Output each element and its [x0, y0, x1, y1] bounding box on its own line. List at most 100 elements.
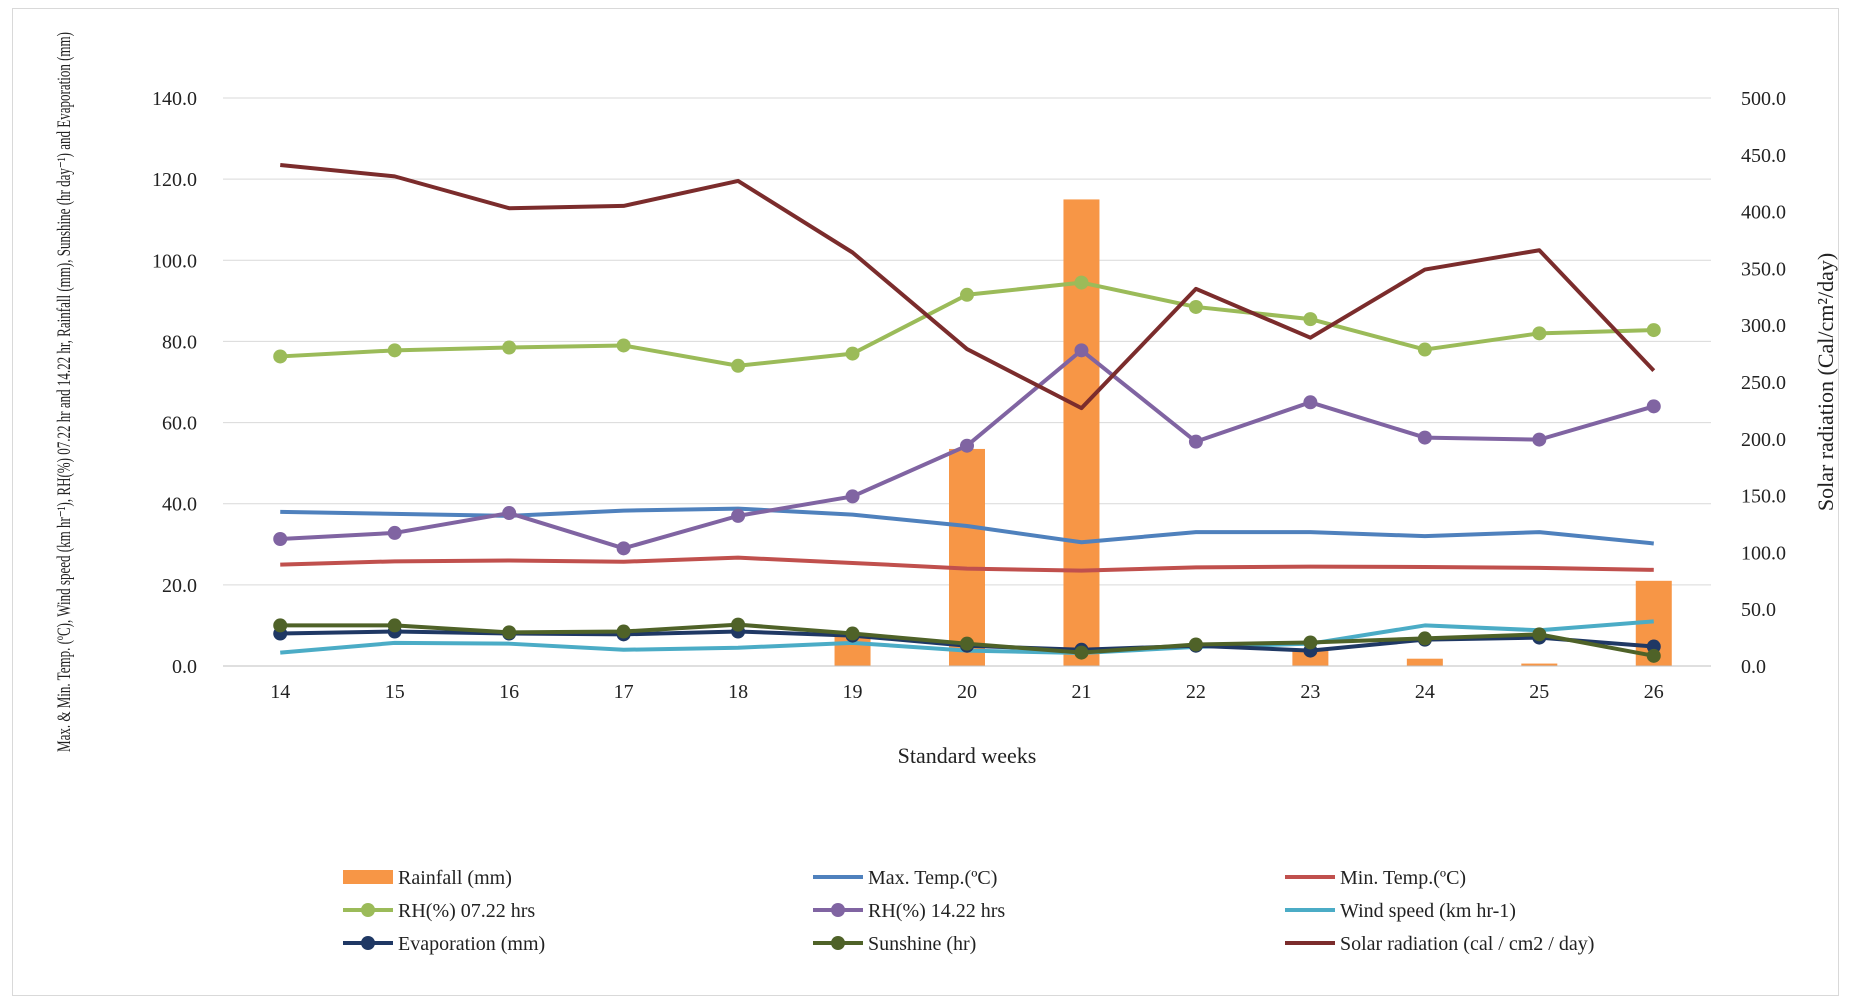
right-tick-label: 50.0: [1741, 599, 1776, 621]
rainfall-bar: [949, 448, 985, 666]
series-line: [280, 555, 1654, 573]
data-point: [1303, 312, 1318, 327]
x-tick-label: 19: [843, 681, 863, 703]
data-point: [273, 532, 288, 547]
series-sunshine-hr: [273, 617, 1661, 663]
data-point: [731, 617, 746, 632]
rainfall-bar: [1406, 658, 1443, 666]
x-tick-label: 24: [1415, 681, 1435, 703]
data-point: [1303, 635, 1318, 650]
x-tick-label: 16: [499, 681, 519, 703]
data-point: [502, 340, 517, 355]
data-point: [1417, 430, 1432, 445]
right-tick-label: 400.0: [1741, 202, 1786, 224]
rainfall-bar: [1292, 650, 1329, 666]
data-point: [1532, 627, 1547, 642]
right-y-axis-label: Solar radiation (Cal/cm²/day): [1813, 253, 1838, 511]
legend: Rainfall (mm) Max. Temp.(ºC) Min. Temp.(ºC…: [343, 867, 1594, 955]
data-point: [1303, 395, 1318, 410]
data-point: [1188, 434, 1203, 449]
legend-label: Evaporation (mm): [398, 933, 545, 955]
chart-container: 0.0 20.0 40.0 60.0 80.0 100.0 120.0 140.0 0.0 50.…: [12, 8, 1839, 996]
series-rh-14-22-hrs: [273, 343, 1661, 556]
left-y-axis-label: Max. & Min. Temp. (ºC), Wind speed (km h…: [54, 32, 75, 752]
right-tick-label: 500.0: [1741, 88, 1786, 110]
data-point: [273, 618, 288, 633]
series-line: [280, 163, 1656, 411]
legend-marker: [361, 936, 375, 950]
rainfall-bars: [834, 199, 1672, 666]
data-point: [845, 626, 860, 641]
data-point: [273, 349, 288, 364]
legend-item: Rainfall (mm): [343, 867, 512, 889]
left-tick-label: 80.0: [162, 331, 197, 353]
rainfall-bar: [1063, 199, 1100, 666]
legend-swatch: [343, 870, 393, 884]
legend-label: RH(%) 14.22 hrs: [868, 900, 1005, 922]
x-axis-label: Standard weeks: [898, 743, 1037, 768]
x-tick-label: 18: [728, 681, 748, 703]
data-point: [616, 541, 631, 556]
legend-marker: [831, 936, 845, 950]
right-tick-label: 200.0: [1741, 429, 1786, 451]
legend-item: Min. Temp.(ºC): [1285, 867, 1466, 889]
left-tick-label: 140.0: [152, 88, 197, 110]
data-point: [1532, 432, 1547, 447]
data-point: [1074, 275, 1089, 290]
series-solar-radiation-cal-cm2-day: [280, 163, 1656, 411]
data-point: [845, 346, 860, 361]
data-point: [502, 506, 517, 521]
data-point: [387, 343, 402, 358]
right-tick-label: 250.0: [1741, 372, 1786, 394]
left-tick-label: 40.0: [162, 494, 197, 516]
left-tick-label: 0.0: [172, 656, 197, 678]
data-point: [960, 636, 974, 651]
data-point: [502, 625, 517, 640]
legend-item: Max. Temp.(ºC): [813, 867, 997, 889]
data-point: [845, 489, 860, 504]
legend-item: Solar radiation (cal / cm2 / day): [1285, 933, 1594, 955]
legend-label: Wind speed (km hr-1): [1340, 900, 1516, 922]
data-point: [1417, 342, 1432, 357]
data-point: [1417, 631, 1432, 646]
series-lines: [273, 163, 1661, 663]
x-tick-label: 15: [385, 681, 405, 703]
legend-item: Sunshine (hr): [813, 933, 976, 955]
left-tick-label: 20.0: [162, 575, 197, 597]
legend-label: Min. Temp.(ºC): [1340, 867, 1466, 889]
left-tick-label: 60.0: [162, 413, 197, 435]
legend-label: Rainfall (mm): [398, 867, 512, 889]
series-min-temp-c: [280, 555, 1654, 573]
data-point: [731, 508, 746, 523]
legend-label: RH(%) 07.22 hrs: [398, 900, 535, 922]
data-point: [1188, 299, 1203, 314]
right-tick-label: 450.0: [1741, 145, 1786, 167]
legend-label: Sunshine (hr): [868, 933, 976, 955]
data-point: [1646, 399, 1661, 414]
data-point: [1074, 645, 1089, 660]
right-tick-label: 150.0: [1741, 486, 1786, 508]
data-point: [1188, 637, 1203, 652]
x-tick-label: 14: [270, 681, 290, 703]
data-point: [616, 624, 631, 639]
right-tick-label: 300.0: [1741, 315, 1786, 337]
data-point: [960, 287, 974, 302]
data-point: [1646, 323, 1661, 338]
data-point: [387, 525, 402, 540]
data-point: [616, 338, 631, 353]
legend-marker: [361, 903, 375, 917]
data-point: [1532, 326, 1547, 341]
right-tick-label: 0.0: [1741, 656, 1766, 678]
left-tick-label: 120.0: [152, 169, 197, 191]
right-tick-label: 100.0: [1741, 542, 1786, 564]
x-tick-label: 25: [1529, 681, 1549, 703]
data-point: [731, 358, 746, 373]
x-tick-label: 21: [1071, 681, 1091, 703]
axes: 0.0 20.0 40.0 60.0 80.0 100.0 120.0 140.0 0.0 50.…: [152, 88, 1786, 703]
x-tick-label: 23: [1300, 681, 1320, 703]
legend-item: Evaporation (mm): [343, 933, 545, 955]
legend-label: Max. Temp.(ºC): [868, 867, 997, 889]
legend-item: Wind speed (km hr-1): [1285, 900, 1516, 922]
x-tick-label: 22: [1186, 681, 1206, 703]
data-point: [387, 618, 402, 633]
